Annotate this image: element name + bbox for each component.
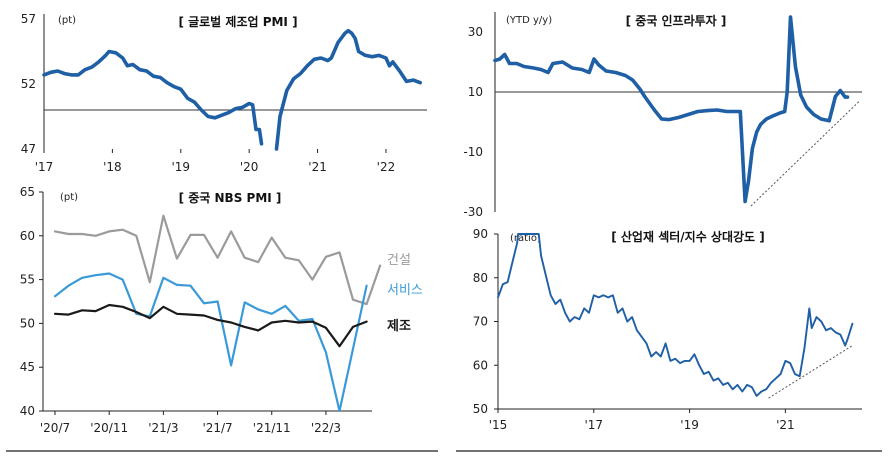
rel-x-tick-label: '15 [489, 418, 508, 432]
infra-y-tick-label: 10 [468, 85, 483, 99]
pmi-y-tick-label: 57 [21, 12, 36, 26]
nbs-y-tick-label: 55 [20, 273, 35, 287]
nbs-x-tick-label: '21/3 [148, 421, 178, 435]
nbs-x-tick-label: '20/7 [40, 421, 70, 435]
rel-y-tick-label: 80 [473, 271, 488, 285]
nbs-y-tick-label: 65 [20, 185, 35, 199]
pmi-x-tick-label: '17 [35, 160, 54, 174]
pmi-x-tick-label: '18 [103, 160, 122, 174]
nbs-y-tick-label: 45 [20, 360, 35, 374]
pmi-series-line [42, 49, 264, 146]
rel-x-tick-label: '21 [776, 418, 795, 432]
pmi-title: [ 글로벌 제조업 PMI ] [178, 14, 297, 29]
nbs-y-tick-label: 60 [20, 229, 35, 243]
rel-trend-line [768, 345, 853, 399]
nbs-series-제조 [53, 303, 368, 348]
pmi-unit-label: (pt) [58, 15, 76, 26]
nbs-legend-label: 건설 [387, 253, 411, 268]
rel-unit-label: (ratio) [510, 233, 541, 244]
nbs-y-tick-label: 40 [20, 404, 35, 418]
infra-y-tick-label: 30 [468, 25, 483, 39]
pmi-x-tick-label: '20 [240, 160, 259, 174]
nbs-title: [ 중국 NBS PMI ] [179, 191, 282, 205]
pmi-x-tick-label: '21 [308, 160, 327, 174]
rel-x-tick-label: '19 [680, 418, 699, 432]
pmi-y-tick-label: 52 [21, 77, 36, 91]
rel-y-tick-label: 90 [473, 227, 488, 241]
pmi-series-line [274, 28, 422, 151]
nbs-x-tick-label: '21/7 [202, 421, 232, 435]
pmi-y-tick-label: 47 [21, 142, 36, 156]
infra-y-tick-label: -30 [463, 205, 483, 219]
infra-unit-label: (YTD y/y) [506, 15, 552, 26]
panel-china-nbs-pmi: (pt) [ 중국 NBS PMI ] 65 60 55 50 45 40 '20/7 '20… [20, 185, 423, 435]
rel-series-line [497, 233, 854, 397]
infra-title: [ 중국 인프라투자 ] [626, 13, 727, 28]
infra-trend-line [750, 100, 860, 207]
pmi-x-tick-label: '19 [171, 160, 190, 174]
nbs-x-tick-label: '22/3 [311, 421, 341, 435]
nbs-legend-label: 서비스 [387, 283, 423, 298]
infra-y-tick-label: -10 [463, 145, 483, 159]
rel-title: [ 산업재 섹터/지수 상대강도 ] [611, 229, 765, 244]
infra-series-line [493, 15, 850, 204]
rel-x-tick-label: '17 [585, 418, 604, 432]
nbs-legend-label: 제조 [387, 319, 411, 334]
panel-industrials-relative: (ratio) [ 산업재 섹터/지수 상대강도 ] 90 80 70 60 50'15… [473, 227, 862, 432]
rel-y-tick-label: 70 [473, 315, 488, 329]
nbs-series-건설 [53, 214, 382, 306]
nbs-unit-label: (pt) [60, 192, 78, 203]
nbs-series-서비스 [53, 272, 368, 413]
panel-global-pmi: (pt) [ 글로벌 제조업 PMI ] 57 52 47 '17 '18 '19 '20 '… [21, 12, 427, 174]
rel-y-tick-label: 50 [473, 402, 488, 416]
nbs-x-tick-label: '20/11 [90, 421, 128, 435]
nbs-y-tick-label: 50 [20, 316, 35, 330]
nbs-x-tick-label: '21/11 [253, 421, 291, 435]
panel-china-infra: (YTD y/y) [ 중국 인프라투자 ] 30 10 -10 -30 [463, 12, 862, 219]
rel-y-tick-label: 60 [473, 358, 488, 372]
pmi-x-tick-label: '22 [377, 160, 396, 174]
